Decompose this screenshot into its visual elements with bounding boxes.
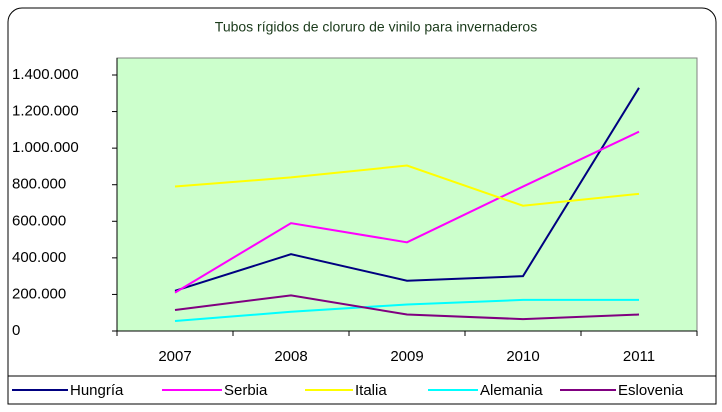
y-tick-label: 800.000 <box>12 176 66 193</box>
y-tick-label: 600.000 <box>12 212 66 229</box>
line-series <box>174 298 639 322</box>
y-tick-label: 400.000 <box>12 249 66 266</box>
line-series <box>174 130 640 294</box>
chart-title: Tubos rígidos de cloruro de vinilo para … <box>215 19 537 35</box>
line-series <box>174 164 640 207</box>
x-tick-label: 2007 <box>158 348 191 365</box>
y-tick-label: 1.200.000 <box>12 103 79 120</box>
legend-label: Hungría <box>70 382 124 399</box>
x-tick-label: 2009 <box>390 348 423 365</box>
x-tick-label: 2008 <box>274 348 307 365</box>
legend-label: Italia <box>355 382 387 399</box>
x-tick-label: 2011 <box>623 348 655 365</box>
line-series <box>174 294 640 321</box>
legend-label: Eslovenia <box>618 382 684 399</box>
x-tick-label: 2010 <box>506 348 539 365</box>
y-tick-label: 200.000 <box>12 285 66 302</box>
legend-label: Alemania <box>480 382 543 399</box>
y-tick-label: 0 <box>12 322 20 339</box>
y-tick-label: 1.000.000 <box>12 139 79 156</box>
line-series <box>174 87 640 292</box>
y-tick-label: 1.400.000 <box>12 66 79 83</box>
legend-label: Serbia <box>224 382 268 399</box>
plot-area <box>116 57 698 332</box>
